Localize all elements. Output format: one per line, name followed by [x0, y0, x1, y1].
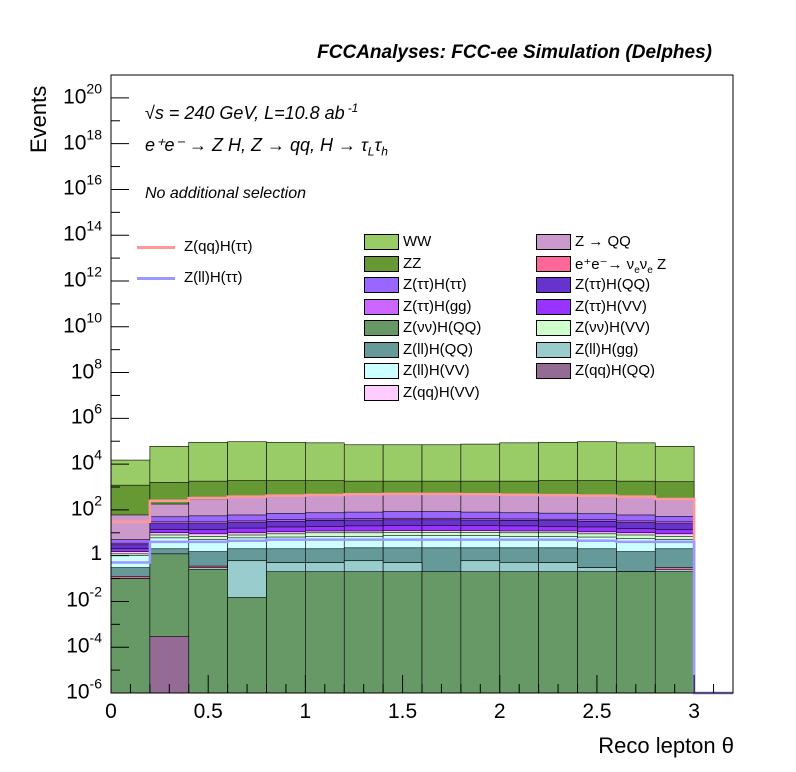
x-tick-label: 0 — [105, 700, 117, 723]
luminosity-exponent: -1 — [347, 101, 359, 115]
process-sub-l: L — [367, 144, 375, 159]
hist-z-h-qq--bin — [110, 578, 151, 694]
legend-swatch — [364, 363, 399, 379]
y-tick-label: 1014 — [63, 217, 102, 246]
legend-label: WW — [403, 233, 432, 250]
y-tick-label: 10-4 — [66, 629, 102, 658]
y-tick-label: 10-6 — [66, 675, 102, 704]
legend-swatch — [536, 363, 571, 379]
hist-z-h-qq--bin — [305, 571, 345, 694]
hist-z-h-qq--bin — [382, 571, 423, 694]
legend-swatch — [536, 298, 571, 315]
x-tick-label: 2 — [493, 700, 506, 723]
hist-z-h-qq--bin — [616, 571, 656, 694]
x-axis-title: Reco lepton θ — [598, 733, 734, 758]
energy-luminosity-label: √s = 240 GeV, L=10.8 ab -1 — [145, 101, 358, 124]
selection-label: No additional selection — [145, 185, 306, 202]
x-tick-label: 3 — [688, 700, 700, 723]
y-tick-label: 1012 — [63, 263, 102, 292]
hist-z-h-qq--bin — [421, 571, 462, 694]
x-tick-label: 1.5 — [387, 700, 418, 723]
line-z-ll-h- — [111, 538, 733, 695]
hist-z-h-qq--bin — [538, 571, 578, 694]
legend-label: Z → QQ — [575, 233, 631, 250]
y-tick-label: 1020 — [63, 80, 102, 109]
legend-label: Z(ττ)H(ττ) — [403, 276, 467, 293]
legend-line-label: Z(ll)H(ττ) — [184, 269, 243, 286]
legend-swatch — [364, 234, 399, 250]
legend-label: Z(ll)H(VV) — [403, 362, 470, 379]
hist-z-h-qq--bin — [227, 597, 267, 694]
legend-swatch — [536, 320, 571, 336]
legend-swatch — [364, 384, 399, 401]
y-tick-label: 1016 — [63, 171, 102, 200]
legend-swatch — [364, 277, 399, 293]
energy-luminosity-text: √s = 240 GeV, L=10.8 ab — [145, 103, 345, 123]
legend-label: e⁺e⁻→ νeνe Z — [575, 255, 667, 276]
y-tick-label: 10-2 — [66, 583, 102, 612]
hist-z-h-qq--bin — [266, 571, 306, 694]
legend-swatch — [364, 320, 399, 336]
legend-swatch — [364, 298, 399, 315]
legend-label: Z(ττ)H(QQ) — [575, 276, 651, 293]
hist-z-h-qq--bin — [654, 571, 695, 694]
hist-z-h-qq--bin — [577, 571, 617, 694]
y-tick-label: 1018 — [63, 126, 102, 155]
y-tick-label: 108 — [70, 355, 102, 384]
process-tau: τ — [374, 135, 382, 155]
legend-label: Z(νν)H(QQ) — [403, 319, 482, 336]
y-tick-label: 106 — [70, 400, 102, 429]
y-tick-label: 104 — [70, 446, 102, 475]
legend-label: Z(qq)H(QQ) — [575, 362, 655, 379]
y-tick-label: 1010 — [63, 309, 102, 338]
x-tick-label: 2.5 — [582, 700, 612, 723]
process-label: e⁺e⁻ → Z H, Z → qq, H → τLτh — [145, 135, 388, 159]
legend-label: ZZ — [403, 254, 422, 272]
legend-label: Z(ll)H(gg) — [575, 340, 639, 358]
legend-swatch — [364, 255, 399, 272]
legend-label: Z(ll)H(QQ) — [403, 340, 473, 358]
y-axis-title: Events — [26, 85, 51, 153]
line-z-qq-h- — [111, 492, 733, 695]
legend-line-swatch — [137, 246, 175, 249]
hist-z-h-qq--bin — [343, 571, 384, 694]
y-tick-label: 102 — [70, 492, 102, 521]
hist-z-h-qq--bin — [499, 571, 539, 694]
legend-swatch — [364, 341, 399, 358]
process-text: e⁺e⁻ → Z H, Z → qq, H → τ — [145, 135, 368, 155]
process-sub-h: h — [381, 144, 388, 159]
legend-line-swatch — [137, 277, 175, 280]
legend-line-label: Z(qq)H(ττ) — [184, 238, 253, 255]
legend-swatch — [536, 341, 571, 358]
hist-z-h-qq--bin — [460, 571, 501, 694]
chart-header: FCCAnalyses: FCC-ee Simulation (Delphes) — [317, 42, 712, 63]
x-tick-label: 0.5 — [193, 700, 223, 723]
legend-label: Z(qq)H(VV) — [403, 383, 480, 401]
legend-swatch — [536, 255, 571, 272]
x-tick-label: 1 — [299, 700, 312, 723]
legend-label: Z(ττ)H(gg) — [403, 297, 472, 315]
legend-swatch — [536, 234, 571, 250]
legend-label: Z(νν)H(VV) — [575, 319, 650, 336]
hist-z-h-qq--bin — [188, 569, 228, 694]
legend-label: Z(ττ)H(VV) — [575, 297, 647, 315]
legend-swatch — [536, 277, 571, 293]
y-tick-label: 1 — [90, 541, 102, 565]
